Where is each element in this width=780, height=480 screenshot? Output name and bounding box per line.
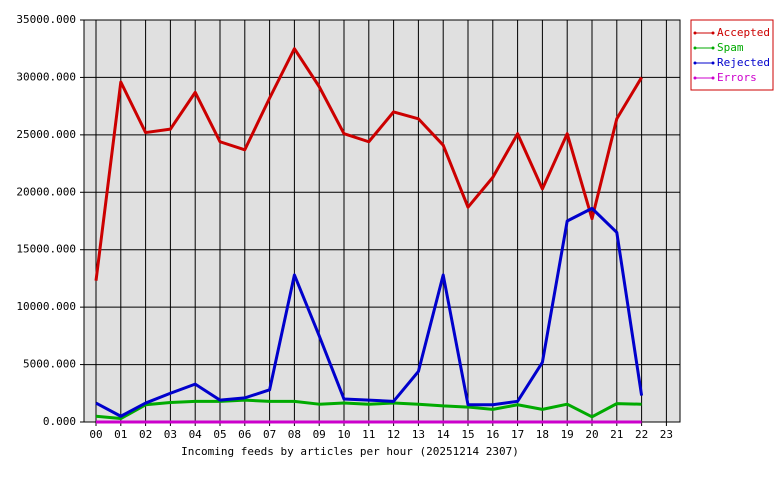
x-tick-label: 11 xyxy=(362,428,375,441)
y-tick-label: 15000.000 xyxy=(16,243,76,256)
y-tick-label: 0.000 xyxy=(43,415,76,428)
legend-marker xyxy=(711,31,715,35)
x-tick-label: 13 xyxy=(412,428,425,441)
x-tick-label: 06 xyxy=(238,428,251,441)
series-line xyxy=(94,47,643,281)
x-tick-label: 09 xyxy=(313,428,326,441)
x-tick-label: 20 xyxy=(585,428,598,441)
y-tick-label: 35000.000 xyxy=(16,13,76,26)
x-tick-label: 15 xyxy=(461,428,474,441)
x-tick-label: 21 xyxy=(610,428,623,441)
y-tick-label: 25000.000 xyxy=(16,128,76,141)
legend-marker xyxy=(693,76,697,80)
x-tick-label: 12 xyxy=(387,428,400,441)
x-tick-label: 14 xyxy=(437,428,451,441)
x-tick-label: 22 xyxy=(635,428,648,441)
y-tick-label: 5000.000 xyxy=(23,358,76,371)
legend-marker xyxy=(711,61,715,65)
plot-area xyxy=(84,20,680,422)
x-tick-label: 02 xyxy=(139,428,152,441)
y-tick-label: 10000.000 xyxy=(16,300,76,313)
x-tick-label: 08 xyxy=(288,428,301,441)
x-tick-label: 07 xyxy=(263,428,276,441)
x-tick-label: 17 xyxy=(511,428,524,441)
legend-marker xyxy=(693,46,697,50)
legend-marker xyxy=(693,31,697,35)
legend-marker xyxy=(711,46,715,50)
legend-label: Spam xyxy=(717,41,744,54)
x-tick-label: 18 xyxy=(536,428,549,441)
x-tick-label: 10 xyxy=(337,428,350,441)
x-tick-label: 00 xyxy=(89,428,102,441)
legend-marker xyxy=(711,76,715,80)
x-tick-label: 03 xyxy=(164,428,177,441)
legend-label: Accepted xyxy=(717,26,770,39)
legend-marker xyxy=(693,61,697,65)
x-tick-label: 04 xyxy=(189,428,203,441)
x-axis-label: Incoming feeds by articles per hour (202… xyxy=(181,445,519,458)
x-tick-label: 19 xyxy=(561,428,574,441)
y-tick-label: 30000.000 xyxy=(16,70,76,83)
series-line xyxy=(95,398,642,421)
legend-label: Rejected xyxy=(717,56,770,69)
legend-label: Errors xyxy=(717,71,757,84)
x-tick-label: 05 xyxy=(213,428,226,441)
x-tick-label: 23 xyxy=(660,428,673,441)
x-tick-label: 16 xyxy=(486,428,499,441)
series-line xyxy=(95,206,644,418)
x-tick-label: 01 xyxy=(114,428,127,441)
y-tick-label: 20000.000 xyxy=(16,185,76,198)
